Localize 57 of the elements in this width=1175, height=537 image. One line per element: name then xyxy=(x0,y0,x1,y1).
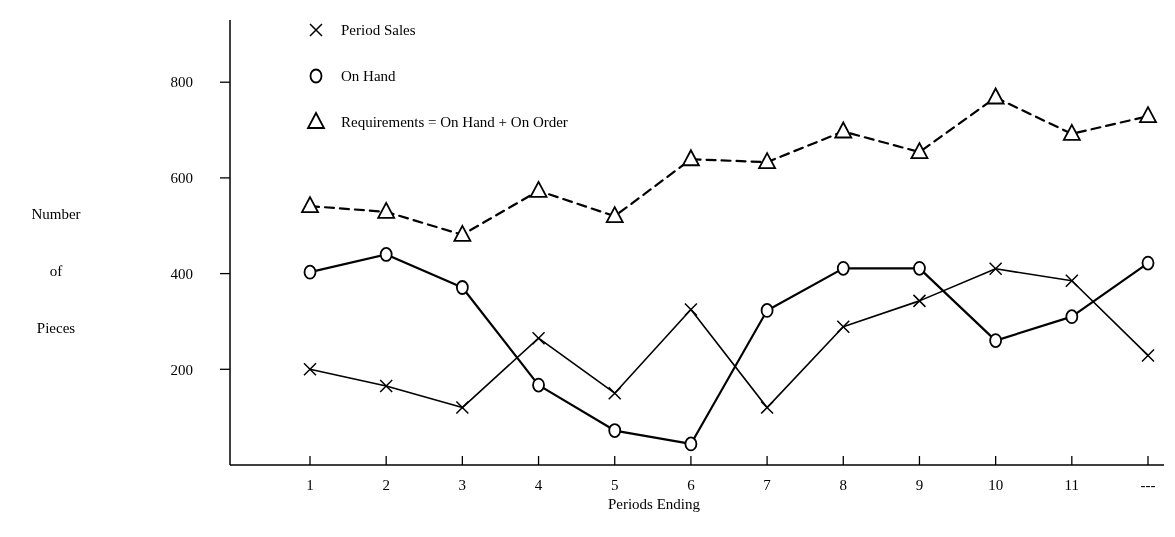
point xyxy=(836,260,850,276)
point xyxy=(986,87,1005,105)
point xyxy=(682,149,700,167)
point xyxy=(453,224,472,242)
point xyxy=(1139,106,1157,124)
point xyxy=(760,303,774,318)
point xyxy=(303,362,317,377)
point xyxy=(1065,309,1079,325)
point xyxy=(607,386,622,400)
point xyxy=(834,121,853,139)
point xyxy=(605,206,624,224)
point xyxy=(910,142,929,159)
point xyxy=(989,333,1003,348)
x-tick-label: 2 xyxy=(382,477,390,494)
point xyxy=(758,152,776,170)
point xyxy=(379,379,393,393)
point xyxy=(1062,123,1081,141)
point xyxy=(303,264,317,280)
x-tick-label: 10 xyxy=(988,477,1004,494)
x-tick-label: 9 xyxy=(915,477,924,494)
x-axis-title: Periods Ending xyxy=(607,496,701,512)
point xyxy=(913,260,926,276)
point xyxy=(455,280,469,295)
point xyxy=(684,302,698,317)
point xyxy=(532,377,545,393)
x-tick-label: 6 xyxy=(687,477,696,494)
y-tick-label: 600 xyxy=(170,170,193,187)
point xyxy=(836,319,851,334)
point xyxy=(608,423,622,438)
legend-label: On Hand xyxy=(341,68,397,85)
point xyxy=(377,201,396,219)
point xyxy=(301,196,319,214)
point xyxy=(379,247,393,262)
legend-label: Period Sales xyxy=(341,22,416,39)
x-tick-label: --- xyxy=(1140,477,1156,494)
y-tick-label: 800 xyxy=(170,74,193,91)
y-tick-label: 200 xyxy=(170,361,193,378)
point xyxy=(529,180,548,198)
point xyxy=(684,436,698,452)
y-tick-label: 400 xyxy=(170,265,193,282)
x-tick-label: 8 xyxy=(839,477,848,494)
point xyxy=(531,331,546,345)
x-tick-label: 7 xyxy=(763,477,772,494)
point xyxy=(912,294,927,308)
legend-label: Requirements = On Hand + On Order xyxy=(341,114,568,131)
x-tick-label: 4 xyxy=(534,477,543,494)
point xyxy=(988,262,1003,276)
x-tick-label: 11 xyxy=(1064,477,1080,494)
point xyxy=(1141,255,1155,271)
x-tick-label: 3 xyxy=(458,477,467,494)
point xyxy=(1141,348,1155,363)
point xyxy=(760,400,774,415)
text: Number of Pieces xyxy=(31,206,81,337)
point xyxy=(1065,274,1079,288)
x-tick-label: 1 xyxy=(306,477,314,494)
point xyxy=(455,400,470,415)
x-tick-label: 5 xyxy=(610,477,619,494)
